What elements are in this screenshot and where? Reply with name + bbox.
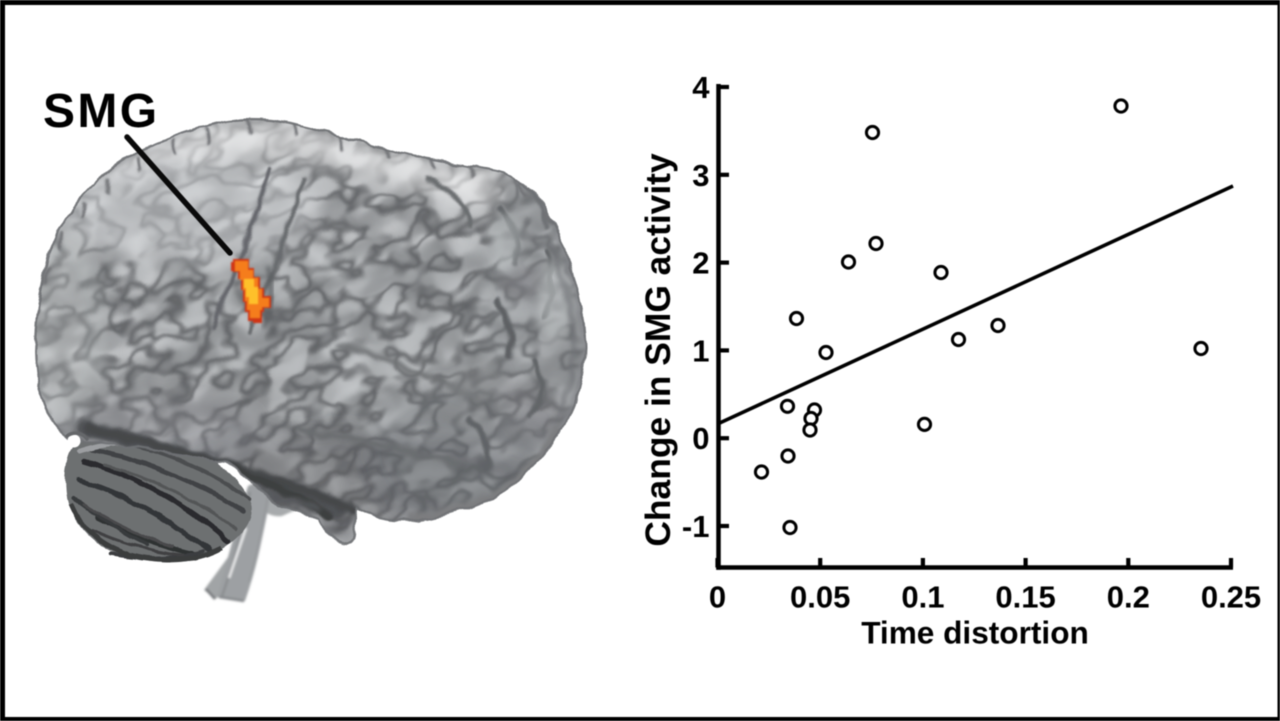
svg-text:0.05: 0.05: [790, 580, 850, 615]
svg-text:1: 1: [692, 333, 709, 368]
svg-text:Time distortion: Time distortion: [861, 615, 1089, 651]
svg-text:0: 0: [709, 580, 726, 615]
svg-text:2: 2: [692, 246, 709, 281]
svg-text:0.2: 0.2: [1107, 580, 1150, 615]
svg-text:0.15: 0.15: [995, 580, 1055, 615]
svg-text:0: 0: [692, 421, 709, 456]
svg-text:-1: -1: [682, 509, 710, 544]
svg-text:4: 4: [692, 70, 710, 105]
svg-text:SMG: SMG: [43, 85, 160, 138]
svg-text:Change in SMG activity: Change in SMG activity: [638, 153, 678, 547]
svg-text:0.1: 0.1: [901, 580, 944, 615]
svg-text:3: 3: [692, 158, 709, 193]
svg-text:0.25: 0.25: [1201, 580, 1261, 615]
